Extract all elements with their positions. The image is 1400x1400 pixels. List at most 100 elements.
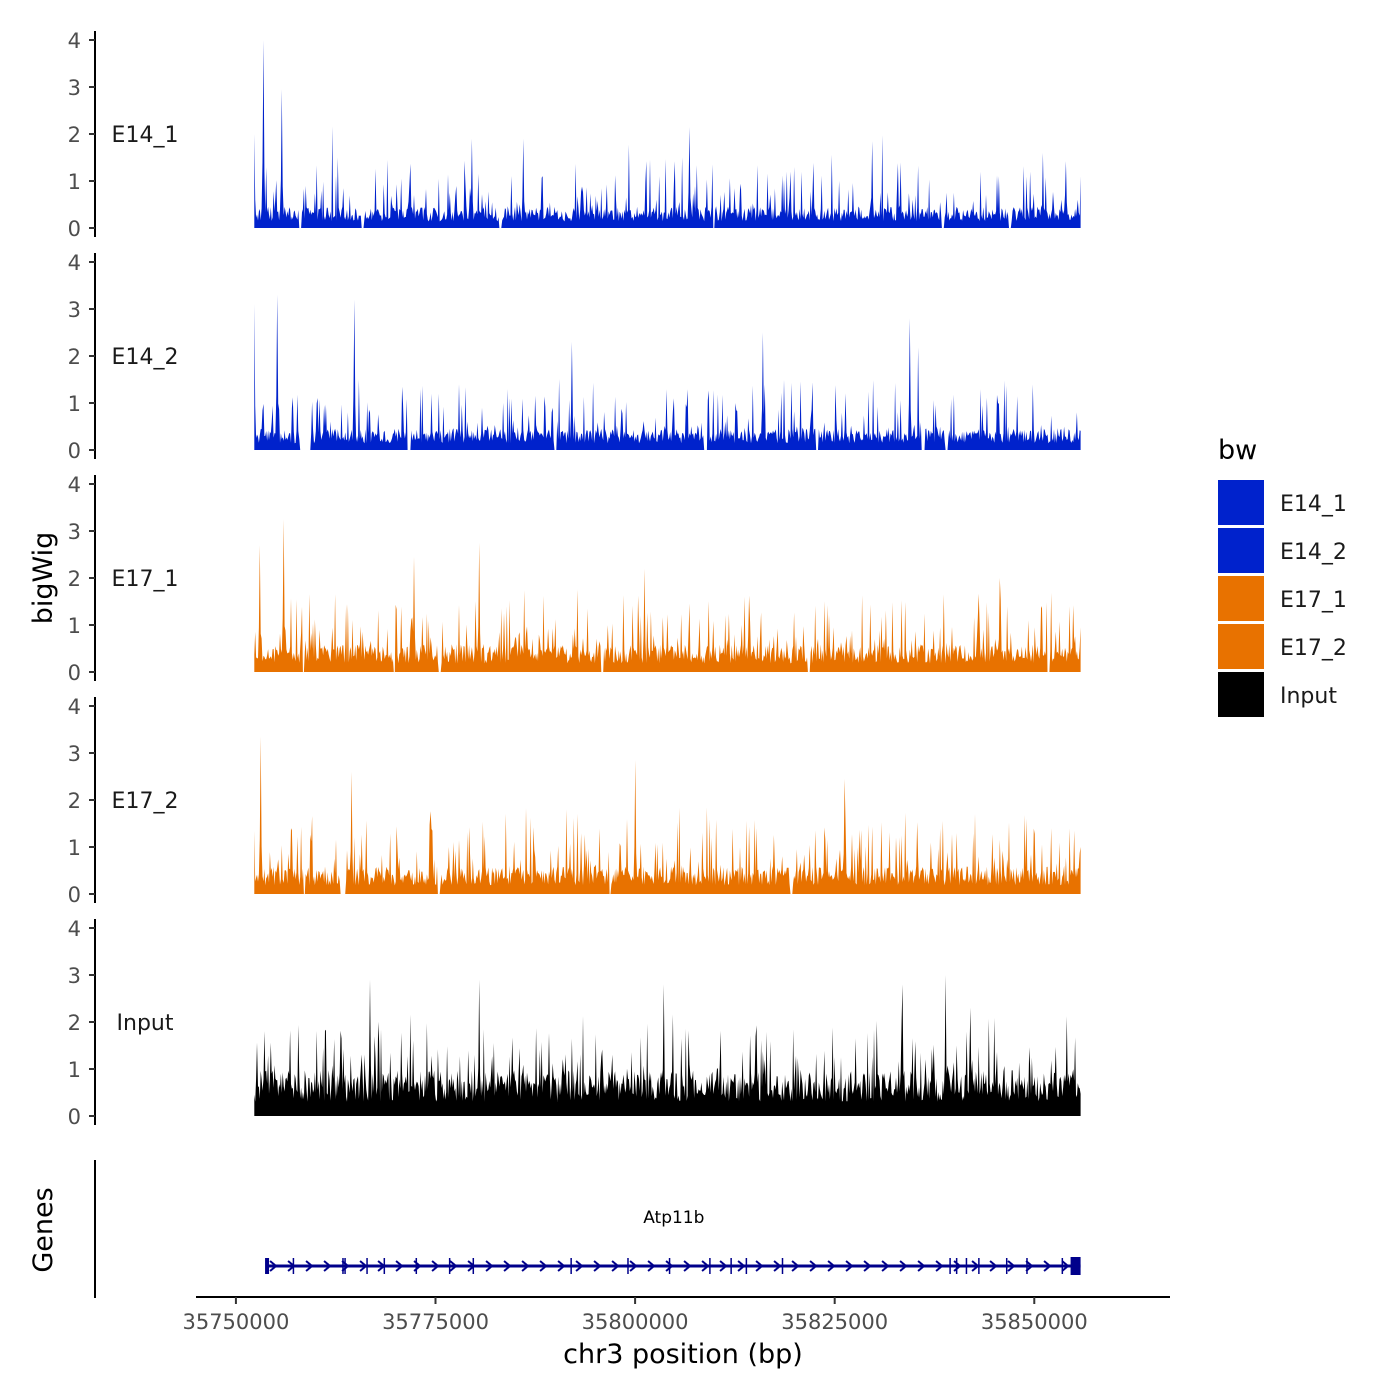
strand-arrow — [323, 1260, 332, 1272]
y-tick-label: 2 — [68, 1011, 81, 1035]
track-e14-1: 0 1 2 3 4 E14_1 — [68, 29, 1081, 241]
track-label: E14_2 — [112, 345, 179, 370]
gene-name-label: Atp11b — [643, 1208, 704, 1228]
strand-arrow — [485, 1260, 494, 1272]
legend-title: bw — [1218, 435, 1257, 466]
y-tick-label: 0 — [68, 883, 81, 907]
x-axis: 35750000 35775000 35800000 35825000 35850000 — [182, 1296, 1170, 1334]
legend-label: E17_1 — [1280, 588, 1347, 613]
strand-arrow — [269, 1260, 278, 1272]
track-e17-1: 0 1 2 3 4 E17_1 — [68, 473, 1081, 685]
strand-arrow — [989, 1260, 998, 1272]
strand-arrow — [359, 1260, 368, 1272]
y-tick-label: 1 — [68, 170, 81, 194]
gene-end-exon — [1070, 1257, 1081, 1275]
strand-arrow — [503, 1260, 512, 1272]
strand-arrow — [971, 1260, 980, 1272]
y-tick-label: 1 — [68, 614, 81, 638]
strand-arrow — [935, 1260, 944, 1272]
strand-arrow — [1061, 1260, 1070, 1272]
y-tick-label: 2 — [68, 123, 81, 147]
legend-label: E17_2 — [1280, 636, 1347, 661]
x-tick-label: 35750000 — [182, 1310, 289, 1334]
coverage-area-e14-2 — [254, 294, 1081, 450]
strand-arrow — [683, 1260, 692, 1272]
coverage-area-input — [254, 975, 1081, 1116]
y-tick-label: 4 — [68, 29, 81, 53]
legend-swatch — [1218, 528, 1264, 574]
y-tick-label: 1 — [68, 1058, 81, 1082]
strand-arrow — [1025, 1260, 1034, 1272]
legend-swatch — [1218, 672, 1264, 718]
y-tick-label: 0 — [68, 217, 81, 241]
x-axis-title: chr3 position (bp) — [563, 1339, 803, 1370]
legend-label: E14_2 — [1280, 540, 1347, 565]
strand-arrow — [557, 1260, 566, 1272]
strand-arrow — [575, 1260, 584, 1272]
y-tick-label: 2 — [68, 345, 81, 369]
strand-arrow — [467, 1260, 476, 1272]
strand-arrow — [521, 1260, 530, 1272]
strand-arrow — [809, 1260, 818, 1272]
strand-arrow — [917, 1260, 926, 1272]
gene-start-exon — [265, 1258, 270, 1274]
strand-arrow — [593, 1260, 602, 1272]
track-label: E17_1 — [112, 567, 179, 592]
y-tick-label: 3 — [68, 742, 81, 766]
strand-arrow — [755, 1260, 764, 1272]
legend-label: Input — [1280, 684, 1337, 709]
y-tick-label: 4 — [68, 251, 81, 275]
strand-arrow — [845, 1260, 854, 1272]
y-tick-label: 1 — [68, 836, 81, 860]
track-label: E17_2 — [112, 789, 179, 814]
track-label: E14_1 — [112, 123, 179, 148]
strand-arrow — [773, 1260, 782, 1272]
x-tick-label: 35825000 — [781, 1310, 888, 1334]
strand-arrow — [1043, 1260, 1052, 1272]
track-label: Input — [117, 1011, 174, 1036]
legend-swatch — [1218, 624, 1264, 670]
y-tick-label: 2 — [68, 789, 81, 813]
y-tick-label: 0 — [68, 1105, 81, 1129]
y-tick-label: 3 — [68, 520, 81, 544]
strand-arrow — [791, 1260, 800, 1272]
legend-label: E14_1 — [1280, 492, 1347, 517]
x-tick-label: 35775000 — [382, 1310, 489, 1334]
coverage-area-e14-1 — [254, 40, 1081, 228]
y-tick-label: 2 — [68, 567, 81, 591]
bigwig-tracks: 0 1 2 3 4 E14_1 0 1 2 3 4 E14_2 0 1 2 3 4 E17_1 0 1 2 3 4 E17_2… — [68, 29, 1081, 1129]
y-tick-label: 4 — [68, 473, 81, 497]
strand-arrow — [611, 1260, 620, 1272]
y-tick-label: 3 — [68, 298, 81, 322]
coverage-area-e17-2 — [254, 736, 1081, 894]
track-input: 0 1 2 3 4 Input — [68, 917, 1081, 1129]
y-tick-label: 4 — [68, 917, 81, 941]
y-tick-label: 4 — [68, 695, 81, 719]
strand-arrow — [449, 1260, 458, 1272]
strand-arrow — [719, 1260, 728, 1272]
track-e17-2: 0 1 2 3 4 E17_2 — [68, 695, 1081, 907]
legend-swatch — [1218, 480, 1264, 526]
legend: bw E14_1 E14_2 E17_1 E17_2 Input — [1218, 435, 1347, 719]
strand-arrow — [539, 1260, 548, 1272]
y-axis-title: bigWig — [28, 532, 59, 625]
strand-arrow — [305, 1260, 314, 1272]
legend-swatch — [1218, 576, 1264, 622]
strand-arrow — [881, 1260, 890, 1272]
strand-arrow — [827, 1260, 836, 1272]
y-tick-label: 3 — [68, 964, 81, 988]
strand-arrow — [899, 1260, 908, 1272]
track-e14-2: 0 1 2 3 4 E14_2 — [68, 251, 1081, 463]
y-tick-label: 0 — [68, 439, 81, 463]
genes-track-title: Genes — [28, 1187, 59, 1272]
strand-arrow — [737, 1260, 746, 1272]
strand-arrow — [395, 1260, 404, 1272]
strand-arrow — [701, 1260, 710, 1272]
strand-arrow — [431, 1260, 440, 1272]
strand-arrow — [647, 1260, 656, 1272]
coverage-area-e17-1 — [254, 519, 1081, 672]
y-tick-label: 0 — [68, 661, 81, 685]
x-tick-label: 35850000 — [981, 1310, 1088, 1334]
x-tick-label: 35800000 — [582, 1310, 689, 1334]
